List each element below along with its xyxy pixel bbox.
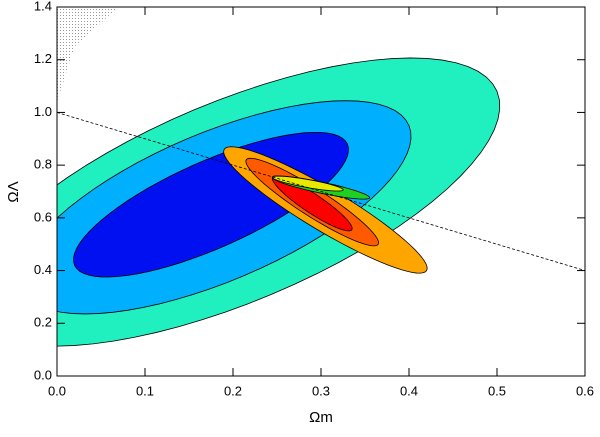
y-tick-label: 0.4 (34, 262, 52, 277)
x-tick-label: 0.4 (400, 383, 418, 398)
y-tick-label: 1.4 (34, 0, 52, 13)
y-tick-label: 0.6 (34, 209, 52, 224)
x-tick-label: 0.0 (48, 383, 66, 398)
x-tick-label: 0.5 (488, 383, 506, 398)
x-tick-label: 0.6 (576, 383, 594, 398)
x-axis-label: Ωm (309, 409, 333, 426)
y-tick-label: 1.2 (34, 51, 52, 66)
y-tick-label: 0.0 (34, 367, 52, 382)
plot-area (57, 7, 585, 347)
y-tick-label: 1.0 (34, 104, 52, 119)
shaded-region (57, 7, 119, 102)
y-axis-label: ΩΛ (5, 181, 22, 202)
flat-line (57, 112, 585, 271)
x-tick-label: 0.3 (312, 383, 330, 398)
y-tick-label: 0.8 (34, 157, 52, 172)
y-tick-label: 0.2 (34, 315, 52, 330)
x-tick-label: 0.2 (224, 383, 242, 398)
x-tick-label: 0.1 (136, 383, 154, 398)
